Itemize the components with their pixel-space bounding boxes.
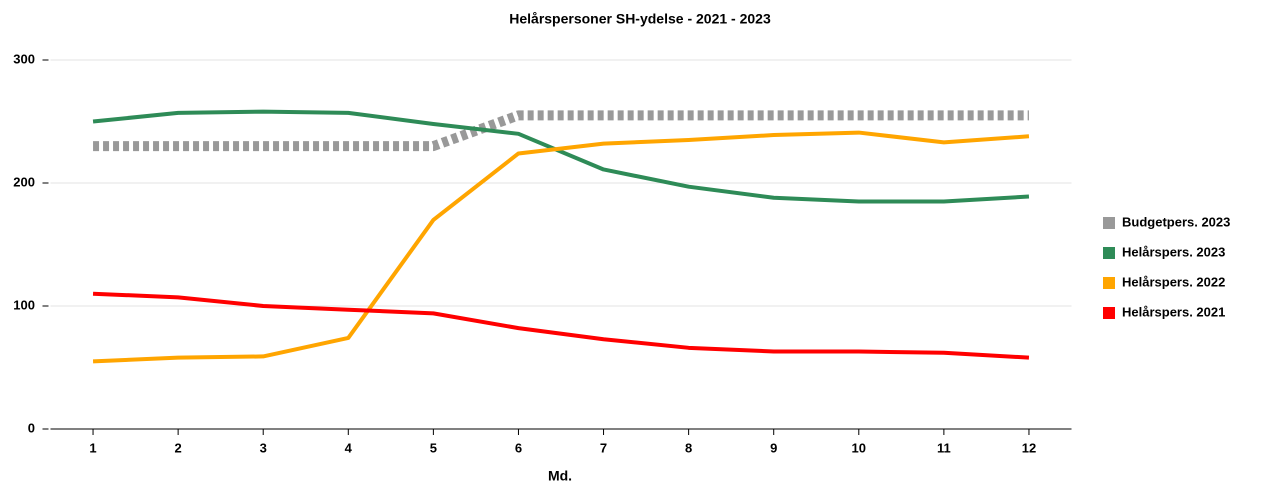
y-tick-label: 0 bbox=[28, 420, 35, 435]
x-tick-label: 2 bbox=[175, 440, 182, 455]
legend-label: Budgetpers. 2023 bbox=[1122, 214, 1230, 229]
legend-swatch bbox=[1103, 247, 1115, 259]
x-tick-label: 7 bbox=[600, 440, 607, 455]
series-line bbox=[92, 130, 1030, 364]
legend-label: Helårspers. 2021 bbox=[1122, 304, 1225, 319]
series-line bbox=[93, 110, 1029, 152]
x-tick-label: 9 bbox=[770, 440, 777, 455]
x-tick-label: 4 bbox=[345, 440, 353, 455]
chart-title: Helårspersoner SH-ydelse - 2021 - 2023 bbox=[509, 11, 771, 27]
x-tick-label: 3 bbox=[260, 440, 267, 455]
x-tick-label: 11 bbox=[937, 440, 951, 455]
legend-swatch bbox=[1103, 277, 1115, 289]
x-axis-label: Md. bbox=[548, 468, 572, 484]
y-tick-label: 200 bbox=[13, 174, 35, 189]
y-tick-label: 300 bbox=[13, 51, 35, 66]
x-tick-label: 10 bbox=[852, 440, 866, 455]
x-tick-label: 12 bbox=[1022, 440, 1036, 455]
legend-swatch bbox=[1103, 307, 1115, 319]
legend-label: Helårspers. 2022 bbox=[1122, 274, 1225, 289]
x-tick-label: 1 bbox=[89, 440, 96, 455]
legend-label: Helårspers. 2023 bbox=[1122, 244, 1225, 259]
legend-swatch bbox=[1103, 217, 1115, 229]
x-tick-label: 5 bbox=[430, 440, 437, 455]
x-tick-label: 6 bbox=[515, 440, 522, 455]
x-tick-label: 8 bbox=[685, 440, 692, 455]
series-line bbox=[92, 291, 1030, 360]
y-tick-label: 100 bbox=[13, 297, 35, 312]
series-line bbox=[92, 109, 1030, 204]
